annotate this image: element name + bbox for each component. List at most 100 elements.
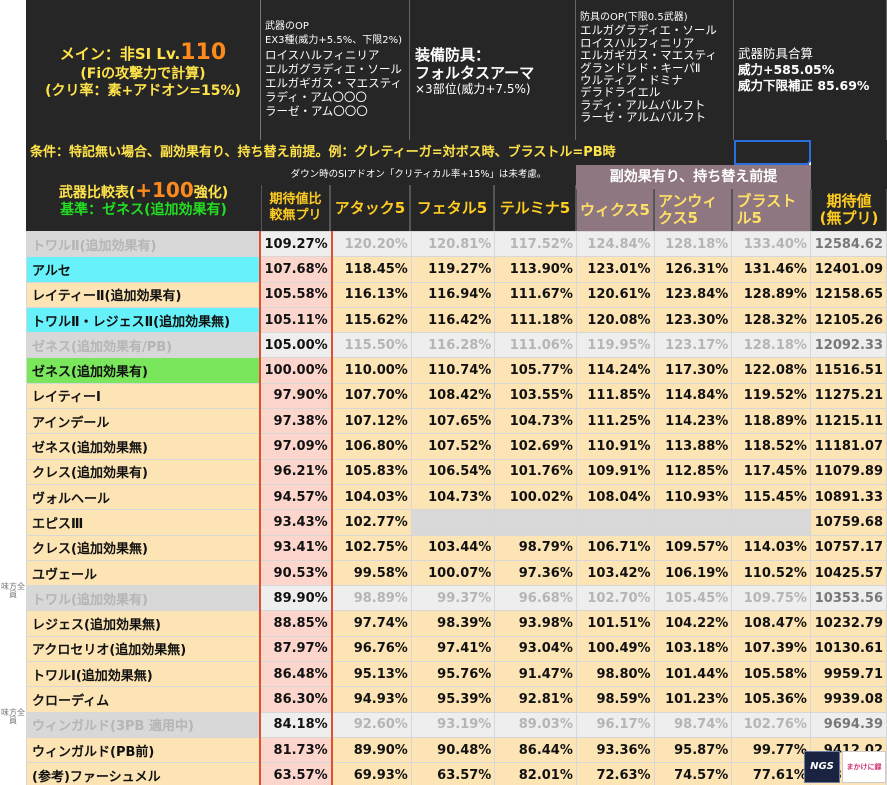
expected-ratio-cell[interactable]: 81.73% — [259, 736, 333, 764]
armor-cell[interactable]: 装備防具： フォルタスアーマ ×3部位(威力+7.5%) — [410, 0, 576, 140]
fetal-cell[interactable]: 107.65% — [410, 408, 496, 435]
expected-ratio-cell[interactable]: 97.90% — [259, 382, 333, 410]
terminal-cell[interactable]: 96.68% — [494, 585, 577, 612]
wix-cell[interactable]: 72.63% — [575, 762, 655, 785]
blast-cell[interactable]: 102.76% — [731, 711, 811, 738]
weapon-name-cell[interactable]: ゼネス(追加効果無) — [26, 433, 261, 460]
expected-value-cell[interactable]: 10425.57 — [809, 559, 887, 587]
condition-row[interactable]: 条件：特記無い場合、副効果有り、持ち替え前提。例：グレティーガ=対ボス時、ブラス… — [26, 140, 734, 165]
expected-value-cell[interactable]: 12092.33 — [809, 332, 887, 359]
attack-cell[interactable]: 98.89% — [331, 585, 412, 612]
fetal-cell[interactable]: 116.28% — [410, 332, 496, 359]
terminal-cell[interactable]: 91.47% — [494, 661, 577, 688]
anwix-cell[interactable]: 112.85% — [653, 458, 733, 485]
note-down-cell[interactable]: ダウン時のSIアドオン「クリティカル率+15%」は未考慮。 — [261, 165, 576, 185]
attack-cell[interactable]: 96.76% — [331, 635, 412, 663]
wix-cell[interactable]: 120.61% — [575, 281, 655, 308]
weapon-name-cell[interactable]: レイティーⅡ(追加効果有) — [26, 281, 261, 308]
blast-cell[interactable]: 114.03% — [731, 534, 811, 561]
terminal-cell[interactable]: 93.98% — [494, 610, 577, 637]
expected-ratio-cell[interactable]: 93.43% — [259, 509, 333, 536]
wix-cell[interactable]: 98.80% — [575, 661, 655, 688]
expected-value-cell[interactable]: 9939.08 — [809, 686, 887, 713]
weapon-name-cell[interactable]: エピスⅢ — [26, 509, 261, 536]
anwix-cell[interactable]: 98.74% — [653, 711, 733, 738]
col-attack[interactable]: アタック5 — [330, 185, 410, 231]
terminal-cell[interactable]: 111.67% — [494, 281, 577, 308]
blast-cell[interactable]: 109.75% — [731, 585, 811, 612]
terminal-cell[interactable]: 111.18% — [494, 306, 577, 334]
expected-ratio-cell[interactable]: 96.21% — [259, 458, 333, 485]
expected-value-cell[interactable]: 11516.51 — [809, 357, 887, 384]
terminal-cell[interactable]: 93.04% — [494, 635, 577, 663]
col-anwix[interactable]: アンウィクス5 — [654, 189, 732, 231]
expected-ratio-cell[interactable]: 105.58% — [259, 281, 333, 308]
terminal-cell[interactable]: 89.03% — [494, 711, 577, 738]
blast-cell[interactable]: 122.08% — [731, 357, 811, 384]
expected-ratio-cell[interactable]: 84.18% — [259, 711, 333, 738]
fetal-cell[interactable]: 119.27% — [410, 256, 496, 283]
blast-cell[interactable]: 107.39% — [731, 635, 811, 663]
blast-cell[interactable]: 119.52% — [731, 382, 811, 410]
wix-cell[interactable]: 101.51% — [575, 610, 655, 637]
expected-ratio-cell[interactable]: 89.90% — [259, 585, 333, 612]
attack-cell[interactable]: 110.00% — [331, 357, 412, 384]
attack-cell[interactable]: 116.13% — [331, 281, 412, 308]
attack-cell[interactable]: 118.45% — [331, 256, 412, 283]
terminal-cell[interactable]: 104.73% — [494, 408, 577, 435]
expected-ratio-cell[interactable]: 93.41% — [259, 534, 333, 561]
attack-cell[interactable]: 115.50% — [331, 332, 412, 359]
anwix-cell[interactable]: 104.22% — [653, 610, 733, 637]
col-blast[interactable]: ブラストル5 — [732, 189, 811, 231]
weapon-name-cell[interactable]: トワル(追加効果有) — [26, 585, 261, 612]
anwix-cell[interactable]: 105.45% — [653, 585, 733, 612]
wix-cell[interactable] — [575, 509, 655, 536]
attack-cell[interactable]: 102.75% — [331, 534, 412, 561]
terminal-cell[interactable]: 105.77% — [494, 357, 577, 384]
blast-cell[interactable]: 105.58% — [731, 661, 811, 688]
anwix-cell[interactable]: 123.84% — [653, 281, 733, 308]
fetal-cell[interactable]: 99.37% — [410, 585, 496, 612]
fetal-cell[interactable]: 116.94% — [410, 281, 496, 308]
expected-ratio-cell[interactable]: 94.57% — [259, 483, 333, 511]
blast-cell[interactable]: 128.89% — [731, 281, 811, 308]
fetal-cell[interactable]: 98.39% — [410, 610, 496, 637]
anwix-cell[interactable]: 123.30% — [653, 306, 733, 334]
fetal-cell[interactable]: 103.44% — [410, 534, 496, 561]
weapon-name-cell[interactable]: クレス(追加効果無) — [26, 534, 261, 561]
attack-cell[interactable]: 120.20% — [331, 230, 412, 258]
attack-cell[interactable]: 97.74% — [331, 610, 412, 637]
expected-ratio-cell[interactable]: 105.00% — [259, 332, 333, 359]
attack-cell[interactable]: 69.93% — [331, 762, 412, 785]
attack-cell[interactable]: 102.77% — [331, 509, 412, 536]
expected-value-cell[interactable]: 12584.62 — [809, 230, 887, 258]
blast-cell[interactable]: 128.18% — [731, 332, 811, 359]
anwix-cell[interactable]: 128.18% — [653, 230, 733, 258]
expected-value-cell[interactable]: 11275.21 — [809, 382, 887, 410]
wix-cell[interactable]: 108.04% — [575, 483, 655, 511]
attack-cell[interactable]: 104.03% — [331, 483, 412, 511]
blast-cell[interactable]: 108.47% — [731, 610, 811, 637]
expected-value-cell[interactable]: 12158.65 — [809, 281, 887, 308]
anwix-cell[interactable]: 103.18% — [653, 635, 733, 663]
terminal-cell[interactable]: 117.52% — [494, 230, 577, 258]
blast-cell[interactable]: 128.32% — [731, 306, 811, 334]
terminal-cell[interactable]: 86.44% — [494, 736, 577, 764]
wix-cell[interactable]: 98.59% — [575, 686, 655, 713]
weapon-name-cell[interactable]: アクロセリオ(追加効果無) — [26, 635, 261, 663]
fetal-cell[interactable]: 108.42% — [410, 382, 496, 410]
attack-cell[interactable]: 95.13% — [331, 661, 412, 688]
anwix-cell[interactable]: 117.30% — [653, 357, 733, 384]
col-terminal[interactable]: テルミナ5 — [494, 185, 576, 231]
weapon-name-cell[interactable]: レジェス(追加効果無) — [26, 610, 261, 637]
fetal-cell[interactable]: 110.74% — [410, 357, 496, 384]
weapon-name-cell[interactable]: ウィンガルド(PB前) — [26, 736, 261, 764]
expected-value-cell[interactable]: 11215.11 — [809, 408, 887, 435]
expected-ratio-cell[interactable]: 97.09% — [259, 433, 333, 460]
expected-value-cell[interactable]: 10130.61 — [809, 635, 887, 663]
expected-value-cell[interactable]: 11079.89 — [809, 458, 887, 485]
blast-cell[interactable]: 118.89% — [731, 408, 811, 435]
anwix-cell[interactable]: 95.87% — [653, 736, 733, 764]
expected-value-cell[interactable]: 12401.09 — [809, 256, 887, 283]
weapon-name-cell[interactable]: (参考)ファーシュメル — [26, 762, 261, 785]
